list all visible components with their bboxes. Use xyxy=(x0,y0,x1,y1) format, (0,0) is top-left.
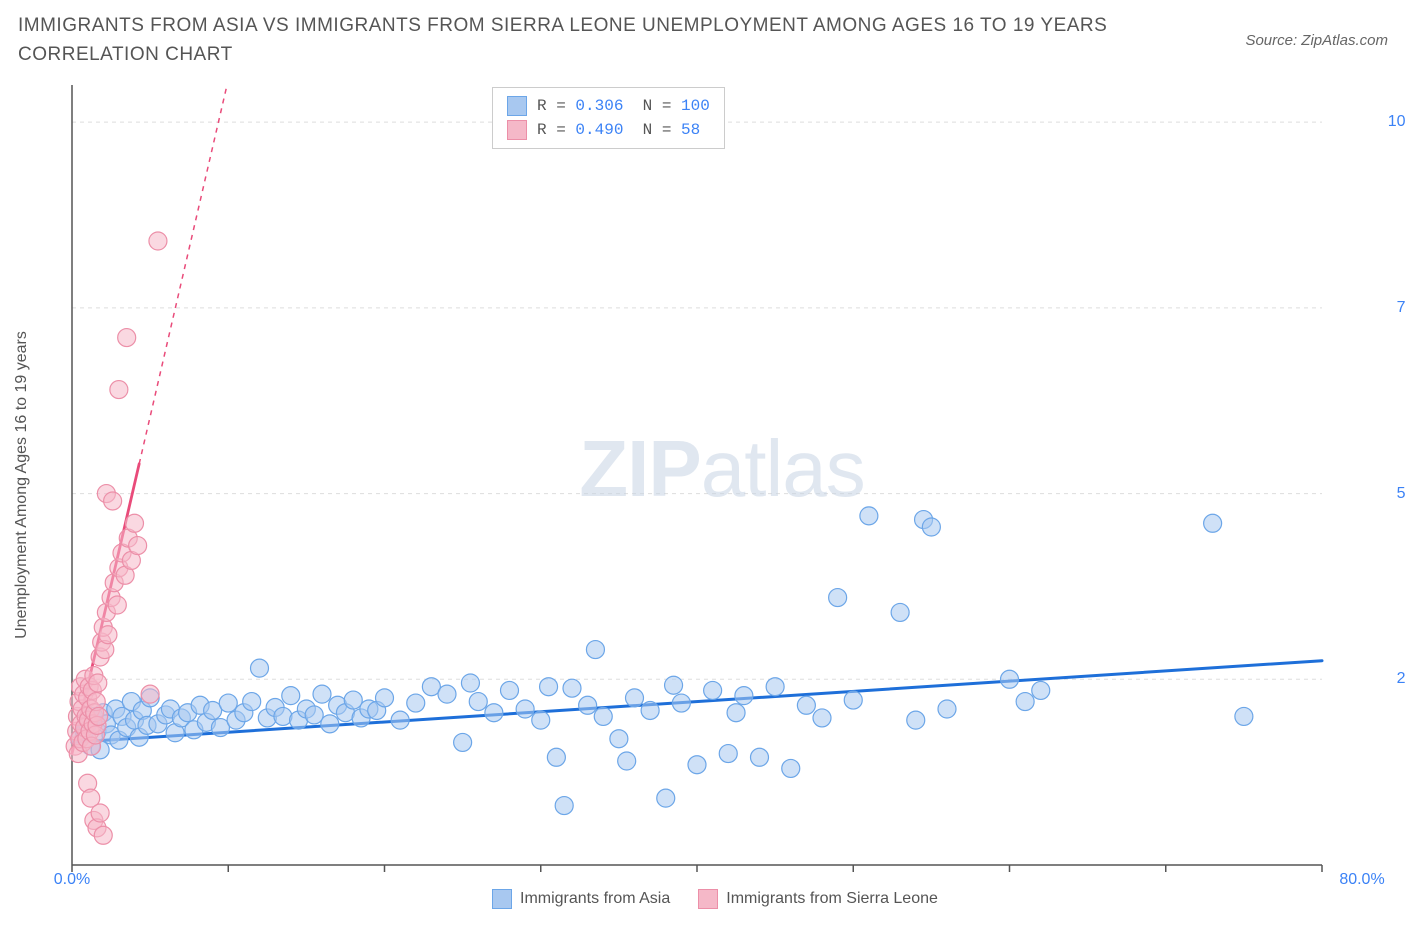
legend-item-sierra: Immigrants from Sierra Leone xyxy=(698,889,938,909)
legend-stats: R = 0.306 N = 100 R = 0.490 N = 58 xyxy=(492,87,725,149)
legend-item-asia: Immigrants from Asia xyxy=(492,889,670,909)
chart-title: IMMIGRANTS FROM ASIA VS IMMIGRANTS FROM … xyxy=(18,12,1168,69)
legend-swatch-sierra-bottom xyxy=(698,889,718,909)
legend-swatch-sierra xyxy=(507,120,527,140)
scatter-chart: Unemployment Among Ages 16 to 19 years Z… xyxy=(62,85,1382,885)
y-tick-label: 50.0% xyxy=(1397,485,1406,503)
legend-swatch-asia-bottom xyxy=(492,889,512,909)
legend-stats-text-asia: R = 0.306 N = 100 xyxy=(537,97,710,115)
x-tick-label: 80.0% xyxy=(1339,871,1384,909)
legend-stats-row-asia: R = 0.306 N = 100 xyxy=(507,94,710,118)
x-tick-label: 0.0% xyxy=(54,871,90,909)
legend-series: Immigrants from Asia Immigrants from Sie… xyxy=(492,889,938,909)
legend-stats-row-sierra: R = 0.490 N = 58 xyxy=(507,118,710,142)
y-tick-label: 75.0% xyxy=(1397,299,1406,317)
legend-label-asia: Immigrants from Asia xyxy=(520,890,670,908)
y-tick-label: 25.0% xyxy=(1397,670,1406,688)
legend-stats-text-sierra: R = 0.490 N = 58 xyxy=(537,121,700,139)
legend-swatch-asia xyxy=(507,96,527,116)
y-tick-label: 100.0% xyxy=(1388,113,1406,131)
legend-label-sierra: Immigrants from Sierra Leone xyxy=(726,890,938,908)
source-attribution: Source: ZipAtlas.com xyxy=(1245,12,1388,49)
chart-header: IMMIGRANTS FROM ASIA VS IMMIGRANTS FROM … xyxy=(0,0,1406,73)
y-axis-label: Unemployment Among Ages 16 to 19 years xyxy=(13,331,31,639)
plot-svg xyxy=(62,85,1382,885)
